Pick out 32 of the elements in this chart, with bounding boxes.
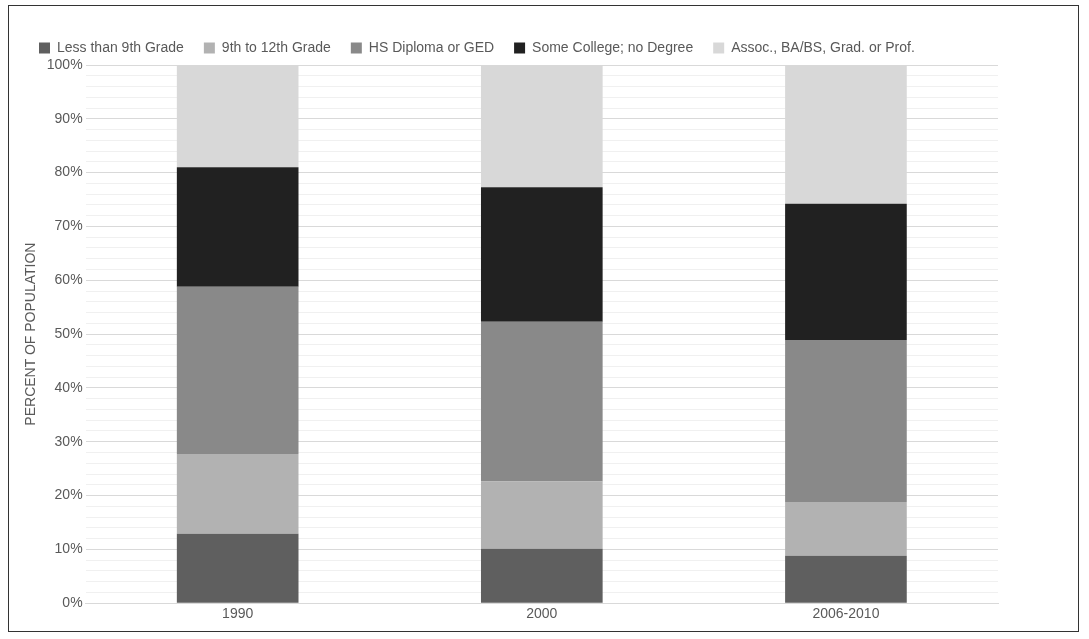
legend-label: Less than 9th Grade	[57, 38, 185, 55]
bar	[480, 187, 603, 322]
y-tick-label: 20%	[54, 486, 83, 503]
x-tick-label: 2006-2010	[812, 605, 880, 622]
bar	[480, 548, 603, 603]
legend-label: HS Diploma or GED	[368, 38, 495, 55]
bar	[785, 502, 907, 556]
y-tick-label: 80%	[54, 163, 83, 180]
y-tick-label: 60%	[54, 271, 83, 288]
legend-label: Assoc., BA/BS, Grad. or Prof.	[731, 38, 915, 55]
legend-label: 9th to 12th Grade	[221, 38, 332, 55]
bar	[176, 286, 299, 455]
y-tick-label: 90%	[54, 109, 83, 126]
bar	[480, 481, 603, 549]
x-tick-label: 1990	[222, 605, 254, 622]
y-axis-title: PERCENT OF POPULATION	[22, 242, 39, 426]
bar	[785, 203, 907, 341]
bar	[785, 340, 907, 503]
y-tick-label: 40%	[54, 378, 83, 395]
y-tick-label: 0%	[62, 594, 83, 611]
y-tick-label: 70%	[54, 217, 83, 234]
x-tick-label: 2000	[526, 605, 558, 622]
bar	[176, 167, 299, 287]
y-tick-label: 50%	[54, 324, 83, 341]
bar	[176, 454, 299, 534]
y-tick-label: 100%	[46, 55, 83, 72]
bar	[785, 555, 907, 603]
bar	[480, 321, 603, 482]
y-tick-label: 10%	[54, 540, 83, 557]
bar	[176, 533, 299, 603]
legend-label: Some College; no Degree	[532, 38, 694, 55]
y-tick-label: 30%	[54, 432, 83, 449]
